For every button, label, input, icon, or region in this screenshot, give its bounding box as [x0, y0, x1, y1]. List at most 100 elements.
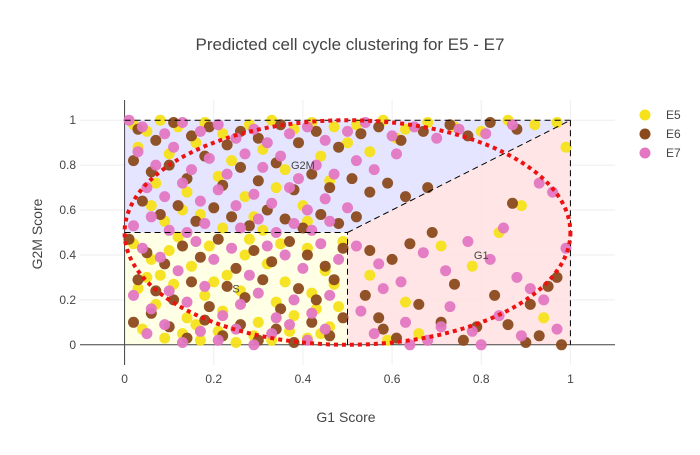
point-e7 — [168, 141, 180, 153]
x-tick-label: 0 — [121, 372, 128, 386]
point-e5 — [217, 128, 229, 140]
point-e7 — [177, 117, 188, 128]
point-e6 — [186, 276, 197, 288]
point-e6 — [426, 227, 438, 238]
y-tick-label: 0.4 — [59, 248, 76, 262]
point-e5 — [400, 296, 411, 308]
point-e6 — [284, 236, 295, 247]
point-e6 — [315, 209, 327, 220]
point-e6 — [324, 182, 336, 194]
point-e6 — [252, 175, 264, 187]
point-e7 — [368, 328, 380, 340]
x-tick-label: 0.8 — [473, 372, 490, 386]
point-e5 — [239, 191, 251, 203]
point-e5 — [212, 170, 224, 182]
point-e7 — [386, 130, 398, 142]
point-e7 — [355, 305, 367, 317]
point-e7 — [208, 253, 220, 265]
legend-marker-e7 — [639, 147, 651, 159]
point-e6 — [373, 121, 385, 133]
point-e6 — [279, 213, 291, 225]
point-e6 — [364, 245, 376, 256]
point-e6 — [203, 121, 215, 133]
legend-item-e5[interactable]: E5 — [639, 108, 682, 122]
y-tick-label: 0 — [69, 338, 76, 352]
point-e7 — [515, 330, 527, 342]
point-e7 — [230, 200, 242, 212]
point-e7 — [475, 339, 487, 351]
y-tick-label: 1 — [69, 113, 76, 127]
point-e7 — [319, 323, 331, 335]
point-e7 — [431, 132, 443, 144]
point-e5 — [279, 164, 291, 176]
point-e7 — [235, 222, 246, 234]
point-e7 — [128, 289, 139, 301]
point-e7 — [190, 236, 202, 247]
point-e7 — [186, 164, 197, 176]
point-e6 — [177, 240, 188, 252]
point-e5 — [163, 245, 175, 256]
point-e7 — [194, 125, 206, 137]
point-e6 — [364, 186, 376, 198]
point-e5 — [172, 231, 184, 243]
point-e6 — [444, 119, 456, 131]
point-e6 — [243, 220, 255, 232]
point-e7 — [453, 123, 465, 135]
point-e7 — [172, 265, 184, 277]
point-e6 — [551, 271, 563, 283]
region-label-s: S — [232, 284, 239, 296]
point-e5 — [270, 182, 282, 194]
point-e6 — [203, 301, 215, 313]
point-e6 — [350, 211, 362, 223]
point-e7 — [230, 132, 242, 144]
point-e6 — [235, 161, 246, 173]
point-e6 — [194, 251, 206, 263]
point-e5 — [252, 316, 264, 328]
point-e7 — [350, 155, 362, 167]
legend-item-e6[interactable]: E6 — [639, 127, 682, 141]
point-e7 — [284, 319, 295, 331]
point-e7 — [194, 195, 206, 207]
region-label-g1: G1 — [474, 250, 489, 262]
point-e7 — [315, 238, 327, 250]
point-e6 — [306, 316, 318, 328]
point-e7 — [159, 319, 171, 331]
point-e6 — [186, 130, 197, 142]
point-e6 — [128, 316, 139, 328]
point-e6 — [507, 197, 518, 209]
point-e7 — [511, 271, 523, 283]
point-e6 — [301, 249, 313, 261]
point-e5 — [181, 186, 193, 198]
point-e6 — [484, 117, 496, 128]
point-e6 — [212, 233, 224, 245]
point-e6 — [404, 238, 416, 250]
point-e6 — [382, 177, 394, 189]
point-e5 — [529, 119, 541, 131]
point-e7 — [480, 128, 492, 140]
point-e7 — [284, 128, 295, 140]
x-tick-label: 0.2 — [205, 372, 222, 386]
point-e7 — [154, 251, 166, 263]
point-e7 — [368, 164, 380, 176]
point-e6 — [457, 334, 469, 346]
point-e6 — [359, 289, 371, 301]
point-e7 — [248, 339, 260, 351]
point-e7 — [342, 125, 353, 137]
point-e7 — [217, 310, 229, 322]
point-e6 — [422, 182, 434, 194]
point-e7 — [159, 191, 171, 203]
point-e6 — [502, 319, 514, 331]
point-e7 — [484, 253, 496, 265]
point-e6 — [328, 274, 340, 286]
point-e7 — [319, 193, 331, 205]
point-e6 — [400, 191, 411, 203]
legend[interactable]: E5 E6 E7 — [639, 108, 682, 160]
point-e5 — [315, 150, 327, 162]
point-e6 — [533, 330, 545, 342]
point-e6 — [199, 314, 211, 326]
legend-item-e7[interactable]: E7 — [639, 146, 682, 160]
point-e6 — [346, 173, 358, 185]
x-axis-label: G1 Score — [316, 409, 375, 425]
point-e5 — [266, 114, 278, 126]
